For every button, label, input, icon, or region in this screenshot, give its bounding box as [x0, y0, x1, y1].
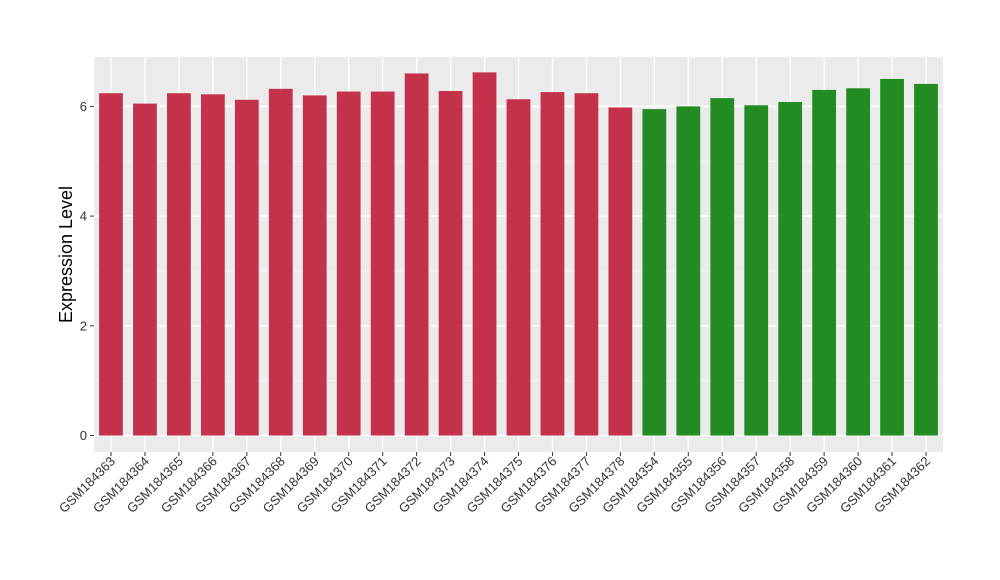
bar-GSM184369 [302, 95, 327, 436]
bar-GSM184370 [336, 91, 361, 436]
bar-GSM184361 [880, 78, 904, 436]
bar-GSM184365 [167, 93, 191, 436]
bar-GSM184374 [472, 72, 497, 436]
y-tick-label: 2 [80, 318, 87, 333]
y-tick-label: 6 [80, 99, 87, 114]
bar-GSM184355 [676, 106, 701, 436]
bar-GSM184377 [574, 93, 599, 436]
bar-GSM184359 [812, 89, 837, 436]
bar-GSM184373 [438, 91, 463, 436]
bar-GSM184378 [608, 107, 633, 436]
x-axis: GSM184363GSM184364GSM184365GSM184366GSM1… [56, 452, 933, 516]
y-axis: 0 2 4 6 [80, 99, 94, 443]
bar-GSM184375 [506, 99, 531, 436]
y-tick-label: 0 [80, 428, 87, 443]
bar-GSM184356 [710, 98, 735, 436]
bar-GSM184357 [744, 105, 769, 436]
y-axis-title: Expression Level [56, 186, 76, 323]
bar-GSM184368 [268, 88, 293, 436]
bar-GSM184354 [642, 109, 667, 436]
bar-GSM184366 [200, 94, 225, 436]
bar-GSM184364 [133, 103, 157, 436]
y-tick-label: 4 [80, 209, 87, 224]
bars [99, 72, 938, 436]
bar-GSM184360 [846, 88, 870, 436]
bar-GSM184371 [370, 91, 395, 436]
bar-GSM184363 [99, 93, 123, 436]
bar-GSM184367 [234, 99, 259, 436]
bar-GSM184372 [404, 73, 429, 436]
bar-GSM184358 [778, 101, 803, 436]
bar-GSM184376 [540, 92, 565, 436]
bar-GSM184362 [914, 83, 938, 436]
